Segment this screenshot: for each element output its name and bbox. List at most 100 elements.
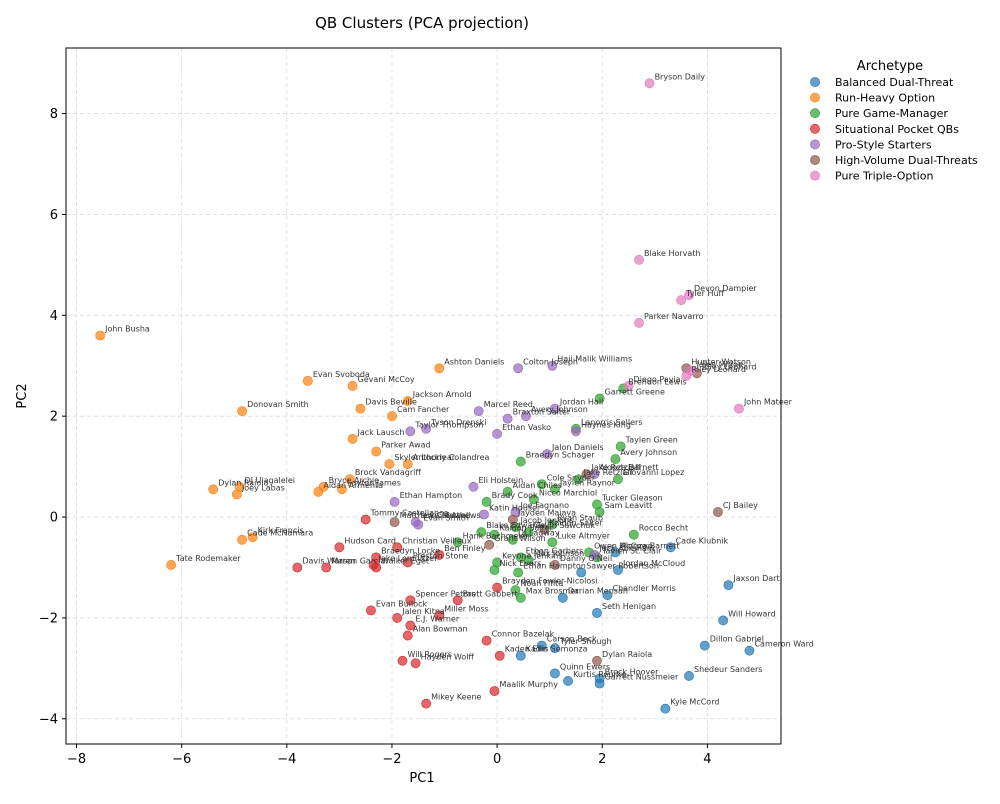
point-label: Brett Gabbert: [463, 589, 518, 598]
point-label: Darian Mensah: [568, 587, 628, 596]
x-tick-label: 2: [598, 752, 606, 767]
point-label: Hank Bachmeier: [463, 531, 530, 540]
data-point: [550, 560, 560, 570]
y-tick-label: 2: [50, 410, 58, 425]
point-label: Jaxson Dart: [732, 574, 779, 583]
point-label: Connor Bazelak: [492, 630, 555, 639]
data-point: [589, 549, 600, 560]
point-label: Hunter Watson: [691, 357, 751, 366]
point-label: DJ Lagway: [518, 529, 560, 538]
point-labels: Cade Klubnik Jaxson Dart Will Howard Dillon…: [104, 72, 814, 706]
point-label: Keyone Jenkins: [502, 551, 562, 560]
point-label: Jalon Daniels: [551, 443, 604, 452]
point-label: Ethan Garbers: [526, 546, 584, 555]
point-label: Braxton Salter: [513, 408, 571, 417]
data-point: [513, 567, 524, 578]
point-label: Jackson Arnold: [412, 390, 472, 399]
y-tick-label: 8: [50, 107, 58, 122]
point-label: Kaidon Salter: [549, 519, 603, 528]
data-point: [337, 484, 347, 495]
y-tick-label: −2: [39, 611, 58, 626]
legend-label: Pure Triple-Option: [835, 170, 933, 183]
point-label: Diego Pavia: [634, 375, 681, 384]
point-label: Hudson Card: [344, 536, 396, 545]
data-point: [610, 454, 621, 464]
data-point: [515, 592, 526, 603]
data-point: [634, 317, 644, 328]
point-label: Will Howard: [728, 609, 776, 618]
data-point: [557, 592, 568, 603]
point-label: Cam Fancher: [397, 405, 450, 414]
point-label: Jack Abraham: [598, 544, 655, 553]
point-label: Jacob Jenkins: [520, 516, 574, 525]
data-point: [494, 650, 505, 661]
point-label: Nick Evers: [499, 559, 541, 568]
chart-title: QB Clusters (PCA projection): [315, 14, 529, 32]
data-point: [481, 497, 492, 507]
point-label: Will Rogers: [407, 650, 452, 659]
y-tick-label: 6: [50, 208, 58, 223]
point-label: Alonza Barnett: [620, 541, 679, 550]
data-point: [402, 630, 413, 641]
point-label: Cole Snyder: [547, 473, 596, 482]
point-label: Giovanni Lopez: [623, 468, 684, 477]
data-point: [387, 411, 397, 422]
point-label: Evan Bullock: [376, 599, 428, 608]
data-point: [334, 542, 345, 553]
point-label: Riley Leonard: [702, 362, 757, 371]
legend: Archetype Balanced Dual-Threat Run-Heavy …: [810, 59, 978, 183]
point-label: Ashton Daniels: [444, 357, 504, 366]
plot-area: Cade Klubnik Jaxson Dart Will Howard Dillon…: [65, 47, 814, 745]
legend-marker: [810, 170, 820, 181]
data-point: [468, 481, 479, 492]
point-label: Davis Warren: [302, 556, 355, 565]
data-point: [484, 539, 495, 550]
data-point: [410, 658, 421, 669]
point-label: Marcel Reed: [484, 400, 533, 409]
data-points: [95, 78, 755, 714]
data-point: [405, 595, 416, 606]
data-point: [397, 655, 408, 666]
data-point: [592, 655, 602, 666]
point-label: Jalen Milroe: [696, 360, 743, 369]
data-point: [592, 607, 602, 618]
data-point: [734, 403, 744, 414]
x-tick-label: −8: [67, 752, 86, 767]
data-point: [744, 645, 755, 656]
legend-marker: [810, 123, 820, 134]
point-label: Hayden Wolff: [421, 652, 475, 661]
data-point: [389, 517, 400, 527]
data-point: [355, 403, 366, 414]
point-label: Kadin Semonza: [526, 645, 588, 654]
data-point: [550, 484, 560, 495]
point-label: Aidan Chiles: [513, 481, 562, 490]
data-point: [371, 446, 382, 457]
point-label: Gavin Sawchuk: [534, 521, 596, 530]
data-point: [615, 441, 626, 452]
data-point: [613, 565, 623, 575]
point-label: Tyson Drenski: [430, 418, 486, 427]
data-point: [576, 567, 587, 578]
point-label: Dylan Raiola: [218, 478, 268, 487]
point-label: Tavien St. Clair: [601, 546, 662, 555]
x-tick-label: −2: [382, 752, 401, 767]
point-label: Kaidon Salter: [499, 524, 553, 533]
data-point: [208, 484, 219, 495]
point-label: E.J. Warner: [415, 614, 459, 623]
point-label: Braedyn Schager: [526, 451, 595, 460]
point-label: Preston Stone: [413, 551, 469, 560]
data-point: [536, 479, 547, 490]
point-label: Cade Klubnik: [676, 536, 729, 545]
point-label: Kirk Francis: [258, 526, 304, 535]
point-label: Jalen Kitna: [401, 607, 445, 616]
data-point: [489, 529, 500, 540]
data-point: [581, 469, 592, 480]
data-point: [684, 290, 694, 301]
point-label: Cade McNamara: [247, 529, 313, 538]
data-point: [402, 557, 413, 568]
point-label: Kyle McCord: [670, 698, 719, 707]
point-label: Tommy Castellanos: [370, 509, 448, 518]
grid-lines: [66, 48, 781, 744]
data-point: [594, 393, 605, 404]
data-point: [492, 582, 503, 593]
